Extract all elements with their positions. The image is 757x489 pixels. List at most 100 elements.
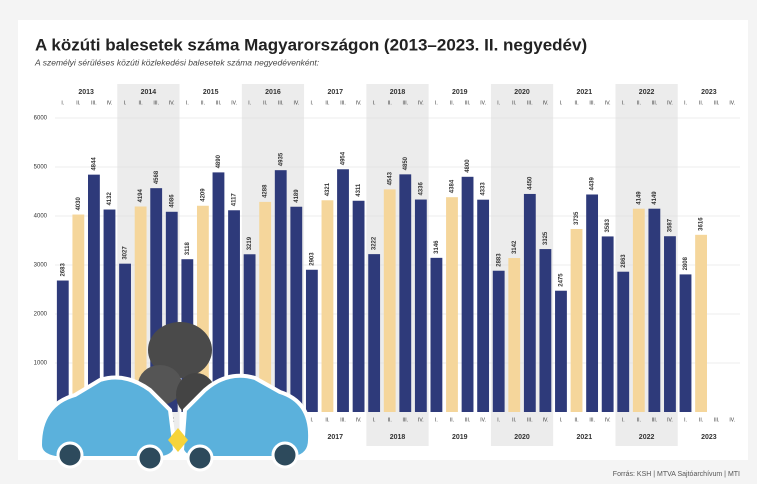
x-tick-label: I.: [124, 100, 127, 106]
year-label: 2020: [514, 434, 530, 441]
bar: [88, 175, 100, 412]
year-label: 2016: [265, 89, 281, 96]
year-label: 2020: [514, 89, 530, 96]
x-tick-label: IV.: [480, 417, 486, 423]
x-tick-label: III.: [340, 417, 346, 423]
x-tick-label: II.: [574, 100, 578, 106]
bar: [648, 209, 660, 412]
bar: [664, 236, 676, 412]
wheel: [58, 443, 82, 467]
bar: [539, 249, 551, 412]
value-label: 4450: [527, 176, 533, 190]
bar: [680, 274, 692, 412]
y-tick-label: 6000: [34, 116, 48, 122]
y-tick-label: 2000: [34, 312, 48, 318]
x-tick-label: IV.: [543, 417, 549, 423]
value-label: 4954: [341, 151, 347, 165]
chart-subtitle: A személyi sérüléses közúti közlekedési …: [34, 57, 320, 67]
value-label: 4890: [216, 154, 222, 168]
x-tick-label: III.: [527, 100, 533, 106]
x-tick-label: II.: [201, 100, 205, 106]
value-label: 2903: [309, 252, 315, 266]
x-tick-label: I.: [435, 417, 438, 423]
year-label: 2013: [78, 89, 94, 96]
bar: [508, 258, 520, 412]
bar: [431, 258, 443, 412]
value-label: 2883: [496, 253, 502, 267]
value-label: 3146: [434, 240, 440, 254]
x-tick-label: III.: [652, 417, 658, 423]
x-tick-label: I.: [622, 417, 625, 423]
x-tick-label: II.: [388, 100, 392, 106]
x-tick-label: III.: [278, 100, 284, 106]
y-tick-label: 3000: [34, 263, 48, 269]
x-tick-label: III.: [714, 100, 720, 106]
x-tick-label: IV.: [356, 100, 362, 106]
x-tick-label: I.: [560, 100, 563, 106]
year-label: 2021: [577, 89, 593, 96]
x-tick-label: III.: [153, 100, 159, 106]
x-tick-label: II.: [512, 417, 516, 423]
value-label: 2863: [621, 254, 627, 268]
year-label: 2015: [203, 89, 219, 96]
x-tick-label: III.: [714, 417, 720, 423]
bar: [524, 194, 536, 412]
value-label: 4209: [200, 188, 206, 202]
x-tick-label: I.: [560, 417, 563, 423]
value-label: 3587: [668, 218, 674, 232]
x-tick-label: I.: [684, 100, 687, 106]
x-tick-label: IV.: [293, 100, 299, 106]
x-tick-label: II.: [388, 417, 392, 423]
x-tick-label: II.: [450, 417, 454, 423]
x-tick-label: I.: [310, 417, 313, 423]
value-label: 4844: [91, 157, 97, 171]
wheel: [188, 446, 212, 470]
x-tick-label: II.: [325, 417, 329, 423]
x-tick-label: IV.: [418, 100, 424, 106]
value-label: 3142: [512, 240, 518, 254]
bar: [586, 194, 598, 412]
bar: [571, 229, 583, 412]
x-tick-label: II.: [699, 100, 703, 106]
value-label: 4568: [154, 170, 160, 184]
value-label: 3118: [185, 242, 191, 256]
value-label: 4132: [107, 192, 113, 206]
bar: [415, 200, 427, 412]
x-tick-label: IV.: [729, 417, 735, 423]
x-tick-label: III.: [403, 417, 409, 423]
value-label: 4189: [294, 189, 300, 203]
chart: A közúti balesetek száma Magyarországon …: [0, 0, 757, 484]
value-label: 4117: [232, 193, 238, 207]
bar: [57, 281, 69, 412]
x-tick-label: I.: [497, 417, 500, 423]
bar: [322, 200, 334, 412]
bar: [72, 215, 84, 412]
x-tick-label: II.: [574, 417, 578, 423]
bar: [446, 197, 458, 412]
x-tick-label: I.: [248, 100, 251, 106]
wheel: [273, 443, 297, 467]
value-label: 3027: [123, 246, 129, 260]
value-label: 4935: [278, 152, 284, 166]
y-tick-label: 1000: [34, 361, 48, 367]
value-label: 2808: [683, 256, 689, 270]
value-label: 4149: [636, 191, 642, 205]
x-tick-label: IV.: [107, 100, 113, 106]
year-label: 2017: [327, 89, 343, 96]
x-tick-label: IV.: [169, 100, 175, 106]
x-tick-label: IV.: [231, 100, 237, 106]
value-label: 4336: [418, 182, 424, 196]
bar: [695, 235, 707, 412]
x-tick-label: II.: [512, 100, 516, 106]
value-label: 4439: [590, 176, 596, 190]
year-label: 2023: [701, 89, 717, 96]
bar: [602, 236, 614, 412]
x-tick-label: I.: [497, 100, 500, 106]
value-label: 2683: [60, 263, 66, 277]
chart-title: A közúti balesetek száma Magyarországon …: [35, 35, 587, 54]
x-tick-label: IV.: [480, 100, 486, 106]
x-tick-label: IV.: [667, 417, 673, 423]
bar: [384, 189, 396, 412]
value-label: 3325: [543, 231, 549, 245]
bar: [290, 207, 302, 412]
